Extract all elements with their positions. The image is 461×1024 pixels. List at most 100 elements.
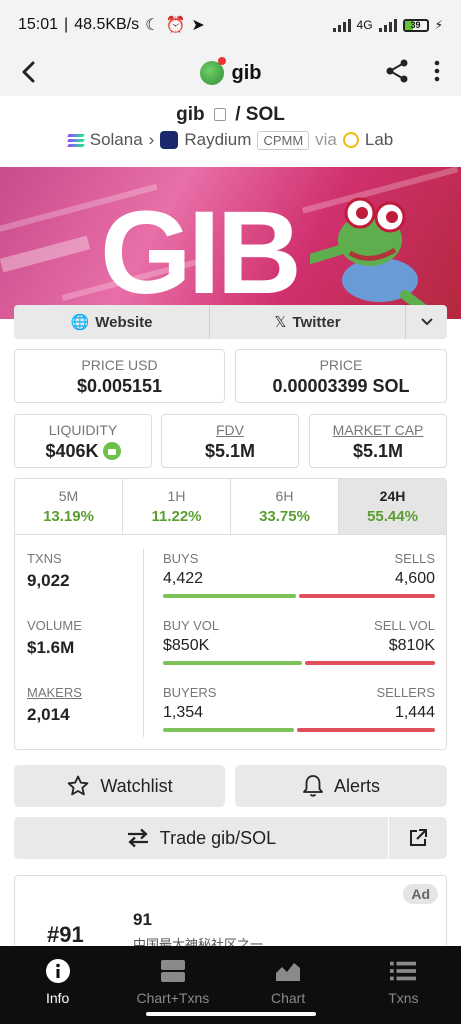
token-logo <box>199 57 226 85</box>
banner-text: GIB <box>100 187 302 319</box>
tab-5m[interactable]: 5M 13.19% <box>15 479 123 534</box>
status-right: 4G 39 ⚡ <box>332 18 443 32</box>
txns-stat: TXNS 9,022 <box>27 551 70 591</box>
nav-chart-txns[interactable]: Chart+Txns <box>115 946 230 1024</box>
nav-info[interactable]: Info <box>0 946 115 1024</box>
watchlist-label: Watchlist <box>100 775 173 796</box>
tab-label: 6H <box>275 488 294 504</box>
more-options-button[interactable] <box>426 58 448 86</box>
alerts-button[interactable]: Alerts <box>235 765 447 807</box>
twitter-button[interactable]: 𝕏 Twitter <box>210 305 406 339</box>
pair-base: gib <box>176 104 205 125</box>
fdv-label[interactable]: FDV <box>216 422 244 438</box>
volume-value: $1.6M <box>27 638 75 657</box>
buys-sells-bar <box>163 594 435 598</box>
liquidity-card: LIQUIDITY $406K <box>14 414 152 468</box>
nav-txns[interactable]: Txns <box>346 946 461 1024</box>
lab-icon <box>342 132 359 148</box>
watchlist-button[interactable]: Watchlist <box>14 765 225 807</box>
market-cap-label[interactable]: MARKET CAP <box>332 422 424 438</box>
chevron-left-icon <box>22 61 35 83</box>
buys-label: BUYS <box>163 551 199 566</box>
nav-chart[interactable]: Chart <box>231 946 346 1024</box>
tab-change: 13.19% <box>43 508 94 525</box>
back-button[interactable] <box>14 58 42 86</box>
lock-icon[interactable] <box>102 442 121 460</box>
pool-type-badge: CPMM <box>257 130 310 150</box>
nav-label: Chart+Txns <box>136 990 210 1006</box>
copy-icon[interactable] <box>213 108 226 122</box>
social-links-bar: 🌐 Website 𝕏 Twitter <box>14 305 447 339</box>
timeframe-tabs: 5M 13.19% 1H 11.22% 6H 33.75% 24H 55.44% <box>15 479 446 535</box>
price-native-label: PRICE <box>319 357 363 373</box>
share-icon <box>386 59 408 83</box>
nav-label: Txns <box>388 990 419 1006</box>
more-vertical-icon <box>434 60 440 82</box>
raydium-icon <box>160 131 179 149</box>
pepe-frog-icon <box>310 197 430 315</box>
signal-icon <box>332 18 351 32</box>
pair-quote: SOL <box>245 104 285 125</box>
share-button[interactable] <box>384 58 412 86</box>
sell-vol-bar <box>304 661 435 665</box>
buys-bar <box>163 594 297 598</box>
dex-name[interactable]: Raydium <box>184 130 252 149</box>
telegram-icon: ➤ <box>191 17 205 34</box>
list-icon <box>390 958 417 984</box>
stats-divider <box>143 549 144 737</box>
price-native-card: PRICE 0.00003399 SOL <box>235 349 447 403</box>
market-cap-card: MARKET CAP $5.1M <box>309 414 447 468</box>
sell-vol-value: $810K <box>388 637 435 654</box>
buy-vol-value: $850K <box>163 637 210 654</box>
trade-button[interactable]: Trade gib/SOL <box>14 817 388 859</box>
price-native-value: 0.00003399 SOL <box>272 376 410 396</box>
status-bar: 15:01 | 48.5KB/s ☾ ⏰ ➤ 4G 39 ⚡ <box>0 0 461 50</box>
battery-icon: 39 <box>402 18 429 32</box>
nav-label: Info <box>45 990 70 1006</box>
website-label: Website <box>95 313 153 331</box>
website-button[interactable]: 🌐 Website <box>14 305 210 339</box>
liquidity-value-row: $406K <box>15 441 151 462</box>
price-usd-card: PRICE USD $0.005151 <box>14 349 225 403</box>
volume-label: VOLUME <box>27 618 82 633</box>
makers-stat: MAKERS 2,014 <box>27 685 82 725</box>
nav-label: Chart <box>271 990 306 1006</box>
split-view-icon <box>160 958 186 984</box>
pair-route: Solana › Raydium CPMM via Lab <box>0 130 461 150</box>
liquidity-label: LIQUIDITY <box>48 422 118 438</box>
moon-icon: ☾ <box>145 17 160 34</box>
globe-icon: 🌐 <box>70 314 90 331</box>
via-name[interactable]: Lab <box>364 130 394 149</box>
chevron-right-icon: › <box>148 130 155 149</box>
buys-value: 4,422 <box>163 570 204 587</box>
ad-name: 91 <box>133 910 152 929</box>
price-usd-label: PRICE USD <box>81 357 158 373</box>
volume-split-stat: BUY VOL SELL VOL $850K $810K <box>163 618 435 665</box>
bell-icon <box>303 775 323 797</box>
more-links-button[interactable] <box>406 305 447 339</box>
chain-name[interactable]: Solana <box>89 130 143 149</box>
solana-icon <box>67 133 85 147</box>
token-banner: GIB <box>0 167 461 319</box>
open-external-button[interactable] <box>389 817 447 859</box>
buy-vol-label: BUY VOL <box>163 618 220 633</box>
chevron-down-icon <box>420 318 433 326</box>
home-indicator <box>146 1012 316 1016</box>
tab-1h[interactable]: 1H 11.22% <box>123 479 231 534</box>
page-title: gib <box>231 61 262 84</box>
makers-label[interactable]: MAKERS <box>27 685 82 700</box>
alarm-icon: ⏰ <box>165 17 186 34</box>
makers-value: 2,014 <box>27 705 70 724</box>
trade-label: Trade gib/SOL <box>159 827 277 848</box>
tab-6h[interactable]: 6H 33.75% <box>231 479 339 534</box>
price-usd-value: $0.005151 <box>76 376 163 396</box>
chart-icon <box>275 958 301 984</box>
tab-change: 11.22% <box>151 508 202 525</box>
sells-bar <box>299 594 435 598</box>
status-separator: | <box>64 16 69 33</box>
buy-vol-bar <box>163 661 302 665</box>
fdv-value: $5.1M <box>204 441 256 461</box>
buyers-label: BUYERS <box>163 685 217 700</box>
tab-24h[interactable]: 24H 55.44% <box>339 479 446 534</box>
tab-change: 33.75% <box>259 508 310 525</box>
